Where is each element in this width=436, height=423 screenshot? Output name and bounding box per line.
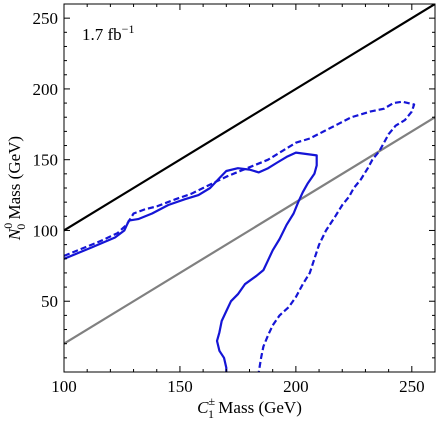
- black-diagonal-line: [64, 4, 435, 232]
- x-axis-title: C± 1 Mass (GeV): [197, 394, 302, 421]
- y-tick-label: 100: [33, 221, 59, 240]
- solid-contour: [64, 151, 318, 372]
- plot-frame: [63, 3, 436, 373]
- gray-diagonal-line: [64, 116, 435, 345]
- luminosity-annotation: 1.7 fb−1: [82, 22, 134, 44]
- x-tick-label: 150: [167, 377, 193, 396]
- x-tick-label: 100: [51, 377, 77, 396]
- y-axis-title: N00 Mass (GeV): [1, 136, 28, 241]
- y-tick-label: 50: [41, 292, 58, 311]
- x-tick-label: 250: [399, 377, 425, 396]
- contour-series: [64, 100, 416, 372]
- dashed-contour: [64, 100, 416, 372]
- y-tick-label: 250: [33, 9, 59, 28]
- y-tick-label: 150: [33, 151, 59, 170]
- reference-lines: [64, 4, 435, 345]
- x-tick-label: 200: [283, 377, 309, 396]
- y-tick-label: 200: [33, 80, 59, 99]
- axis-ticks: 100 150 200 250 50 100 150 200 250: [33, 4, 436, 396]
